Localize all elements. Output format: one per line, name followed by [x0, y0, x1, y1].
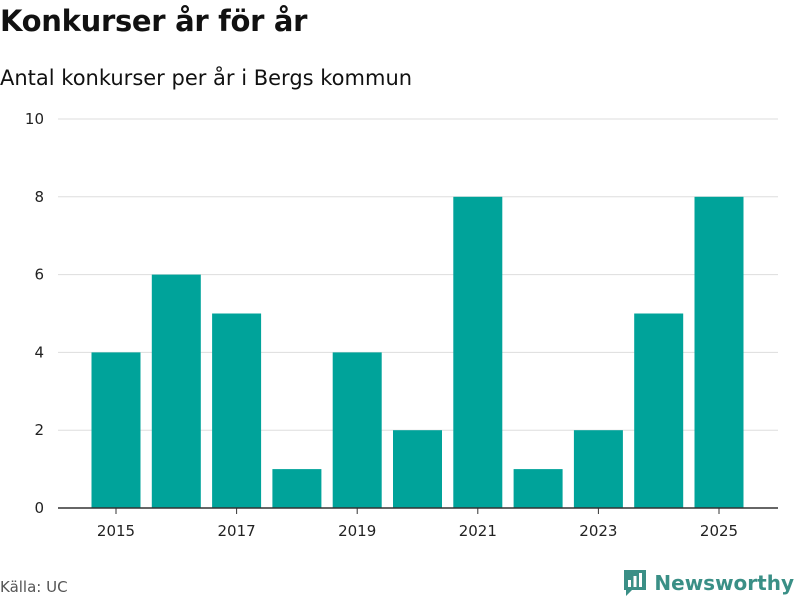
chart-title: Konkurser år för år — [0, 4, 308, 38]
bar-2024 — [634, 313, 684, 508]
y-tick-label: 8 — [34, 188, 44, 206]
x-tick-label: 2025 — [700, 522, 738, 540]
chart-subtitle: Antal konkurser per år i Bergs kommun — [0, 66, 413, 90]
bar-2016 — [151, 274, 201, 508]
bar-2025 — [694, 196, 744, 509]
bars — [91, 196, 744, 509]
bar-2021 — [453, 196, 503, 509]
bar-2019 — [332, 352, 382, 508]
newsworthy-icon — [624, 570, 647, 596]
y-tick-label: 2 — [34, 421, 44, 439]
x-tick-label: 2019 — [338, 522, 376, 540]
bar-2017 — [212, 313, 262, 508]
axes: 0 2 4 6 8 10 2015 2017 2019 2021 2023 2025 — [25, 110, 778, 540]
y-tick-label: 10 — [25, 110, 44, 128]
bar-2023 — [573, 430, 623, 508]
x-tick-label: 2015 — [97, 522, 135, 540]
x-tick-label: 2023 — [579, 522, 617, 540]
bar-2015 — [91, 352, 141, 508]
brand-logo: Newsworthy — [622, 568, 794, 598]
bar-2020 — [393, 430, 442, 508]
bar-2022 — [513, 469, 563, 508]
x-tick-label: 2021 — [459, 522, 497, 540]
bar-2018 — [272, 469, 322, 508]
y-tick-label: 4 — [34, 343, 44, 361]
brand-name: Newsworthy — [654, 571, 794, 595]
y-tick-label: 6 — [34, 266, 44, 284]
source-note: Källa: UC — [0, 578, 68, 596]
y-tick-label: 0 — [34, 499, 44, 517]
x-tick-label: 2017 — [218, 522, 256, 540]
